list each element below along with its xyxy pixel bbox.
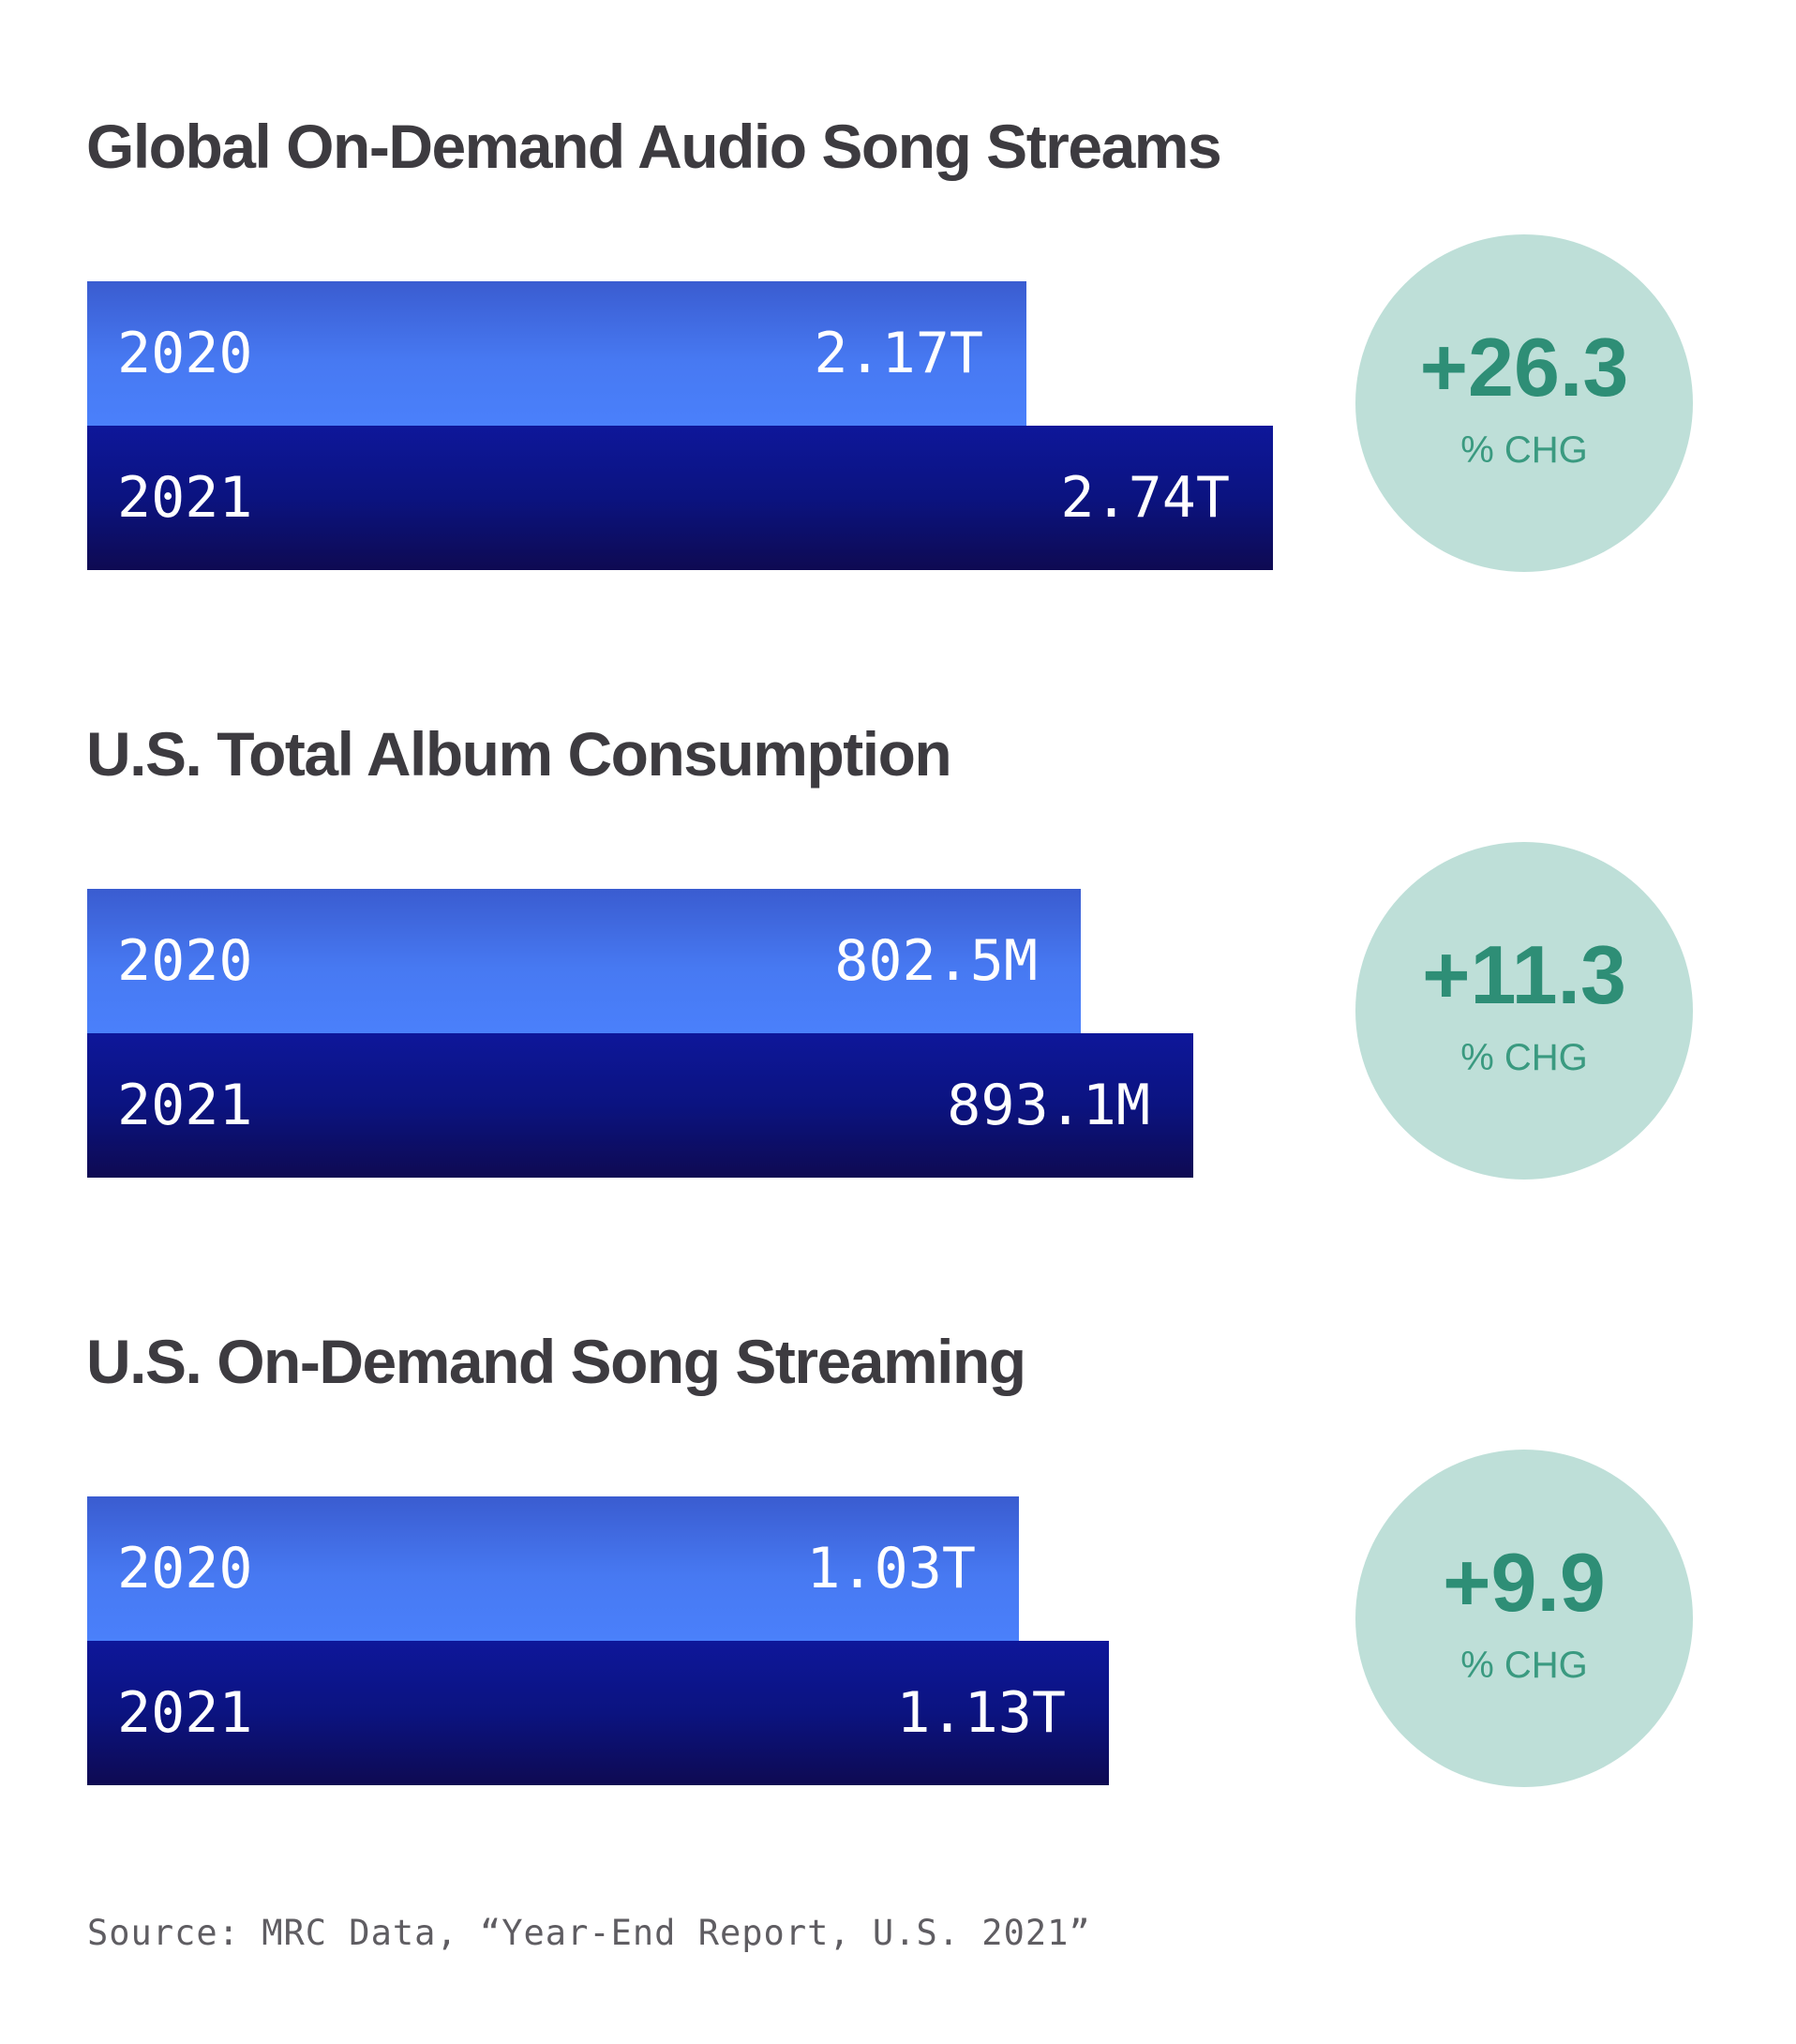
bar-2021: 2021 1.13T	[87, 1641, 1109, 1785]
chart-title: U.S. On-Demand Song Streaming	[86, 1327, 1026, 1396]
percent-change-unit: % CHG	[1460, 429, 1588, 471]
bar-value-label: 802.5M	[834, 928, 1038, 994]
bar-value-label: 2.17T	[814, 321, 983, 386]
bar-category-label: 2021	[117, 1680, 253, 1746]
bar-category-label: 2020	[117, 321, 253, 386]
percent-change-value: +26.3	[1419, 321, 1629, 413]
percent-change-value: +9.9	[1443, 1536, 1606, 1629]
bar-value-label: 893.1M	[947, 1073, 1150, 1138]
bar-value-label: 2.74T	[1060, 465, 1230, 531]
percent-change-badge: +9.9 % CHG	[1355, 1450, 1693, 1787]
bar-value-label: 1.13T	[896, 1680, 1066, 1746]
bar-2020: 2020 802.5M	[87, 889, 1081, 1033]
percent-change-badge: +26.3 % CHG	[1355, 234, 1693, 572]
percent-change-unit: % CHG	[1460, 1037, 1588, 1078]
bar-2021: 2021 2.74T	[87, 426, 1273, 570]
bar-2021: 2021 893.1M	[87, 1033, 1193, 1178]
chart-title: U.S. Total Album Consumption	[86, 719, 952, 789]
source-note: Source: MRC Data, “Year-End Report, U.S.…	[87, 1913, 1091, 1953]
bar-category-label: 2021	[117, 1073, 253, 1138]
bar-category-label: 2021	[117, 465, 253, 531]
bar-2020: 2020 1.03T	[87, 1496, 1019, 1641]
bar-2020: 2020 2.17T	[87, 281, 1026, 426]
bar-category-label: 2020	[117, 928, 253, 994]
percent-change-badge: +11.3 % CHG	[1355, 842, 1693, 1180]
bar-category-label: 2020	[117, 1536, 253, 1601]
chart-title: Global On-Demand Audio Song Streams	[86, 112, 1222, 181]
percent-change-unit: % CHG	[1460, 1645, 1588, 1686]
bar-value-label: 1.03T	[806, 1536, 976, 1601]
percent-change-value: +11.3	[1422, 928, 1626, 1021]
